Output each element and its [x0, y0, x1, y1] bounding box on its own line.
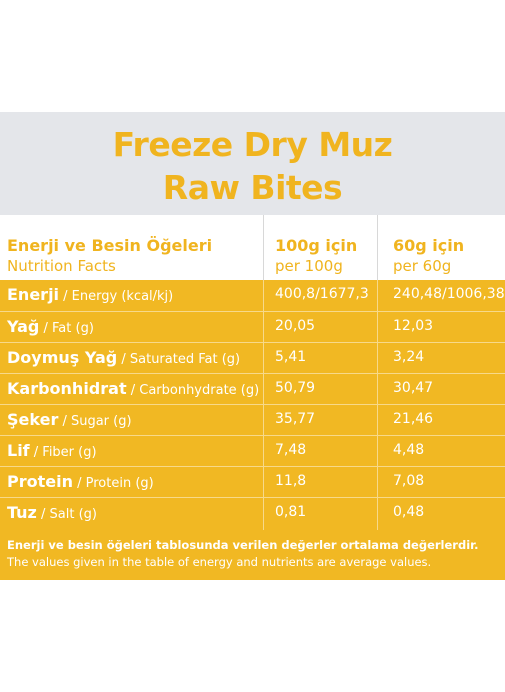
row-label: Tuz / Salt (g) [7, 503, 97, 522]
table-row: Tuz / Salt (g) 0,81 0,48 [0, 497, 505, 528]
table-row: Protein / Protein (g) 11,8 7,08 [0, 466, 505, 497]
row-label-tr: Lif [7, 441, 30, 460]
row-label-tr: Karbonhidrat [7, 379, 127, 398]
per60-column-header: 60g için per 60g [393, 235, 464, 277]
row-label-en: / Salt (g) [36, 507, 97, 522]
row-value-100g: 50,79 [275, 380, 316, 396]
nutrients-header-tr: Enerji ve Besin Öğeleri [7, 236, 213, 255]
row-value-60g: 4,48 [393, 442, 425, 458]
row-value-60g: 21,46 [393, 411, 434, 427]
row-label-en: / Energy (kcal/kj) [59, 289, 174, 304]
row-label-en: / Fat (g) [39, 321, 94, 336]
product-title-line-1: Freeze Dry Muz [112, 125, 393, 164]
row-label-tr: Tuz [7, 503, 37, 522]
row-label: Protein / Protein (g) [7, 472, 154, 491]
row-value-100g: 20,05 [275, 318, 316, 334]
footnote-tr: Enerji ve besin öğeleri tablosunda veril… [7, 538, 479, 552]
row-label-tr: Yağ [7, 317, 40, 336]
title-banner: Freeze Dry Muz Raw Bites [0, 112, 505, 215]
row-value-100g: 0,81 [275, 504, 307, 520]
row-label: Doymuş Yağ / Saturated Fat (g) [7, 348, 240, 367]
product-title-line-2: Raw Bites [162, 168, 343, 207]
row-label: Lif / Fiber (g) [7, 441, 97, 460]
column-divider [263, 280, 264, 530]
row-value-100g: 35,77 [275, 411, 316, 427]
table-row: Yağ / Fat (g) 20,05 12,03 [0, 311, 505, 342]
row-value-60g: 240,48/1006,38 [393, 286, 505, 302]
column-divider [263, 215, 264, 280]
row-label: Enerji / Energy (kcal/kj) [7, 285, 173, 304]
per100-column-header: 100g için per 100g [275, 235, 357, 277]
row-value-60g: 7,08 [393, 473, 425, 489]
row-value-60g: 12,03 [393, 318, 434, 334]
row-value-100g: 7,48 [275, 442, 307, 458]
per60-header-en: per 60g [393, 257, 452, 275]
row-value-100g: 11,8 [275, 473, 307, 489]
table-row: Enerji / Energy (kcal/kj) 400,8/1677,3 2… [0, 280, 505, 311]
column-divider [377, 280, 378, 530]
row-label-en: / Carbonhydrate (g) [126, 383, 260, 398]
table-row: Lif / Fiber (g) 7,48 4,48 [0, 435, 505, 466]
column-headers: Enerji ve Besin Öğeleri Nutrition Facts … [0, 215, 505, 280]
row-value-60g: 30,47 [393, 380, 434, 396]
table-row: Karbonhidrat / Carbonhydrate (g) 50,79 3… [0, 373, 505, 404]
table-row: Şeker / Sugar (g) 35,77 21,46 [0, 404, 505, 435]
row-value-100g: 5,41 [275, 349, 307, 365]
row-label: Karbonhidrat / Carbonhydrate (g) [7, 379, 259, 398]
row-label-en: / Protein (g) [72, 476, 154, 491]
row-label: Şeker / Sugar (g) [7, 410, 132, 429]
row-label-en: / Sugar (g) [58, 414, 132, 429]
row-value-60g: 0,48 [393, 504, 425, 520]
row-value-100g: 400,8/1677,3 [275, 286, 369, 302]
per60-header-tr: 60g için [393, 236, 465, 255]
per100-header-tr: 100g için [275, 236, 358, 255]
nutrition-table: Enerji / Energy (kcal/kj) 400,8/1677,3 2… [0, 280, 505, 530]
row-label-tr: Doymuş Yağ [7, 348, 118, 367]
row-label: Yağ / Fat (g) [7, 317, 94, 336]
column-divider [377, 215, 378, 280]
row-label-tr: Protein [7, 472, 73, 491]
footnote: Enerji ve besin öğeleri tablosunda veril… [0, 530, 505, 580]
row-value-60g: 3,24 [393, 349, 425, 365]
row-label-tr: Şeker [7, 410, 59, 429]
nutrients-header-en: Nutrition Facts [7, 257, 116, 275]
row-label-tr: Enerji [7, 285, 60, 304]
table-row: Doymuş Yağ / Saturated Fat (g) 5,41 3,24 [0, 342, 505, 373]
row-label-en: / Saturated Fat (g) [117, 352, 241, 367]
footnote-en: The values given in the table of energy … [7, 555, 432, 569]
nutrients-column-header: Enerji ve Besin Öğeleri Nutrition Facts [7, 235, 212, 277]
row-label-en: / Fiber (g) [29, 445, 97, 460]
per100-header-en: per 100g [275, 257, 343, 275]
